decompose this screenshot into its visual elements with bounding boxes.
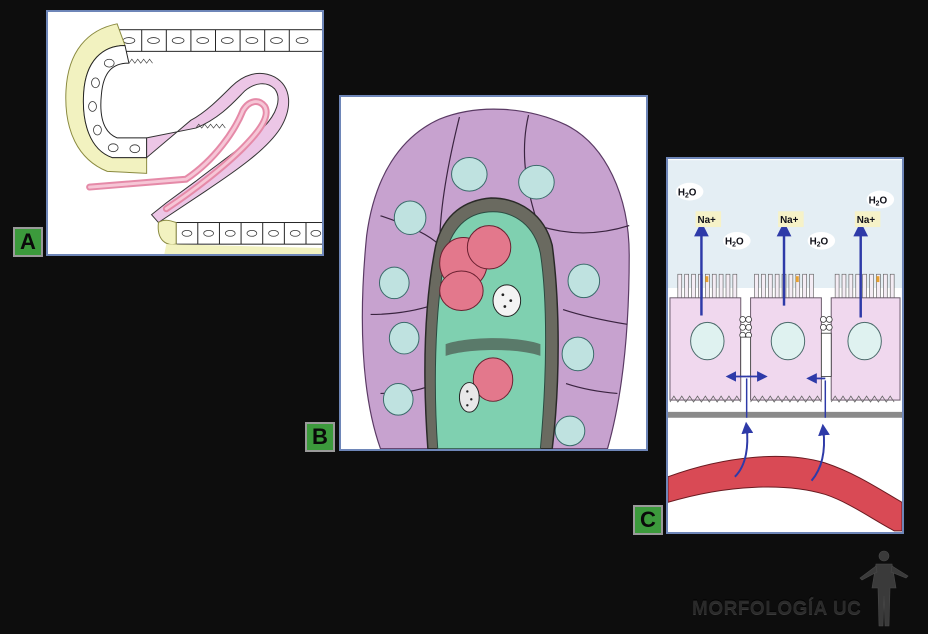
- panel-c-tag: C: [633, 505, 663, 535]
- watermark-text: MORFOLOGÍA UC: [692, 598, 862, 619]
- svg-text:H2O: H2O: [869, 195, 888, 207]
- na-label-1: Na+: [695, 211, 722, 228]
- panel-b-tag: B: [305, 422, 335, 452]
- sodium-water-transport-diagram: Na+ Na+ Na+ H2O H2O H2O H2O: [668, 160, 902, 532]
- svg-text:Na+: Na+: [780, 215, 799, 226]
- water-label-2: H2O: [723, 231, 751, 250]
- folded-epithelium-drawing: [65, 23, 322, 254]
- capillary-in-epithelium-drawing: [361, 108, 630, 449]
- svg-text:Na+: Na+: [857, 215, 876, 226]
- panel-c-illustration: Na+ Na+ Na+ H2O H2O H2O H2O: [666, 157, 904, 534]
- panel-a-illustration: [46, 10, 324, 256]
- panel-a-tag: A: [13, 227, 43, 257]
- water-label-4: H2O: [866, 190, 895, 209]
- svg-text:Na+: Na+: [697, 215, 716, 226]
- svg-text:H2O: H2O: [810, 237, 829, 249]
- na-label-3: Na+: [854, 211, 881, 228]
- human-figure-logo-icon: [859, 550, 909, 627]
- water-label-1: H2O: [675, 182, 704, 201]
- na-label-2: Na+: [778, 211, 804, 228]
- svg-text:H2O: H2O: [725, 237, 744, 249]
- svg-text:H2O: H2O: [678, 188, 697, 200]
- panel-b-illustration: [339, 95, 648, 451]
- water-label-3: H2O: [807, 231, 836, 250]
